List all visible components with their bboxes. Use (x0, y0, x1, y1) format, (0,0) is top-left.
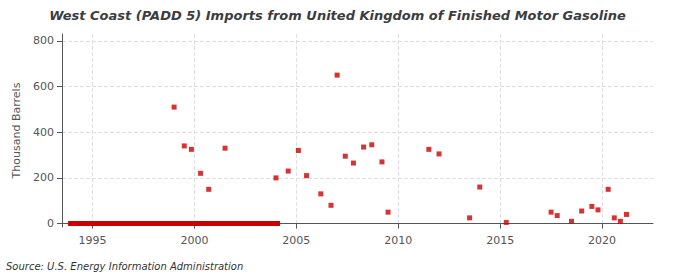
svg-text:Source: U.S. Energy Informatio: Source: U.S. Energy Information Administ… (6, 261, 243, 272)
svg-text:2020: 2020 (588, 234, 616, 247)
svg-text:2015: 2015 (486, 234, 514, 247)
svg-text:400: 400 (33, 126, 54, 139)
svg-text:0: 0 (47, 217, 54, 230)
svg-text:Thousand Barrels: Thousand Barrels (10, 82, 23, 179)
svg-text:600: 600 (33, 80, 54, 93)
svg-text:1995: 1995 (79, 234, 107, 247)
svg-text:200: 200 (33, 171, 54, 184)
svg-text:2000: 2000 (180, 234, 208, 247)
svg-text:800: 800 (33, 34, 54, 47)
svg-text:2010: 2010 (384, 234, 412, 247)
svg-text:West Coast (PADD 5) Imports fr: West Coast (PADD 5) Imports from United … (49, 8, 626, 23)
svg-text:2005: 2005 (282, 234, 310, 247)
